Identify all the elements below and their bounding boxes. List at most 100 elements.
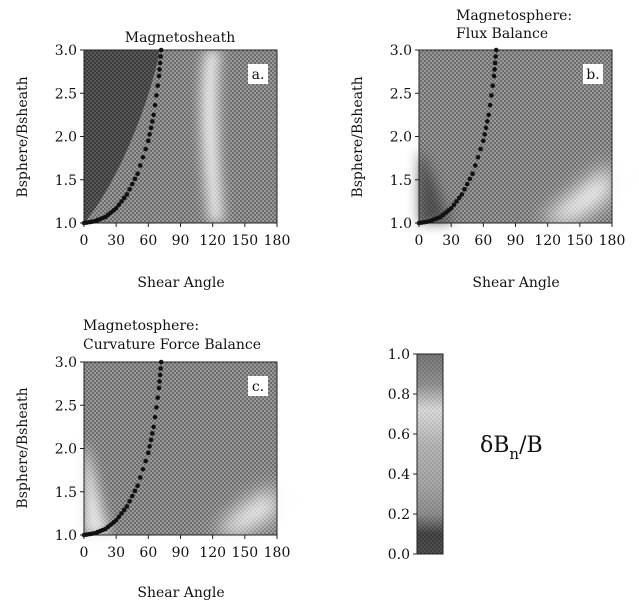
panel-a-y-tick-label: 1.0 — [55, 216, 77, 232]
panel-b-curve-dot — [454, 199, 459, 204]
panel-a-curve-dot — [148, 125, 154, 131]
panel-c-x-tick-label: 60 — [139, 545, 157, 561]
panel-c-y-label: Bsphere/Bsheath — [15, 387, 31, 508]
panel-c-x-label: Shear Angle — [137, 585, 224, 601]
panel-b-curve-dot — [467, 176, 473, 182]
panel-c-curve-dot — [157, 379, 162, 384]
panel-b-curve-dot — [448, 205, 454, 211]
panel-a-dark-region — [84, 50, 160, 223]
panel-b-dot-series — [416, 47, 499, 226]
panel-c-curve-dot — [116, 514, 122, 520]
panel-b-curve-dot — [481, 138, 486, 144]
panel-a-x-tick-label: 0 — [80, 233, 89, 249]
panel-a-curve-dot — [113, 205, 119, 211]
panel-c-curve-dot — [155, 395, 161, 400]
panel-b-curve-dot — [456, 195, 462, 201]
panel-c-left-bright-edge — [84, 440, 110, 535]
panel-a-curve-dot — [146, 138, 151, 144]
colorbar-tick-label: 0.2 — [388, 507, 410, 523]
panel-b-tag-box — [583, 64, 603, 84]
panel-a-curve-dot — [143, 146, 148, 152]
panel-c-curve-dot — [113, 517, 119, 523]
panel-a-curve-dot — [116, 202, 122, 208]
panel-a-x-ticks: 0 30 60 90 120 150 180 — [80, 223, 291, 249]
panel-b-x-tick-label: 30 — [442, 233, 460, 249]
panel-c-y-tick-label: 2.5 — [55, 398, 77, 414]
panel-b-curve-dot — [493, 47, 499, 53]
panel-a-curve-dot — [157, 67, 162, 72]
panel-c-curve-dot — [121, 507, 127, 513]
panel-c-curve-dot — [127, 498, 132, 504]
panel-a-x-tick-label: 30 — [107, 233, 125, 249]
panel-c-curve-dot — [157, 372, 163, 378]
panel-c-y-tick-label: 1.0 — [55, 528, 77, 544]
panel-c-dot-series — [81, 359, 164, 538]
panel-c-x-tick-label: 180 — [264, 545, 291, 561]
panel-b-curve-dot — [483, 125, 489, 131]
panel-c-x-tick-label: 120 — [199, 545, 226, 561]
panel-b: Magnetosphere: Flux Balance b. 0 30 60 90 12… — [350, 8, 625, 291]
panel-c-curve-dot — [156, 385, 162, 391]
panel-a-y-tick-label: 2.5 — [55, 86, 77, 102]
panel-c-curve-dot — [158, 359, 164, 365]
colorbar-ticks: 0.0 0.2 0.4 0.6 0.8 1.0 — [388, 347, 417, 563]
colorbar: 0.0 0.2 0.4 0.6 0.8 1.0 δBn/B — [388, 347, 543, 563]
panel-a-curve-dot — [150, 119, 155, 124]
panel-a-curve-dot — [137, 163, 143, 168]
panel-b-plot-area: b. — [416, 47, 613, 226]
panel-a-curve-dot — [156, 73, 162, 79]
panel-a-y-ticks: 1.0 1.5 2.0 2.5 3.0 — [55, 43, 84, 232]
panel-c-x-tick-label: 150 — [231, 545, 258, 561]
panel-b-y-label: Bsphere/Bsheath — [350, 76, 366, 197]
panel-b-tag: b. — [586, 67, 599, 83]
panel-c-bright-region — [215, 488, 277, 535]
panel-a-x-tick-label: 180 — [264, 233, 291, 249]
panel-a-curve-dot — [129, 181, 135, 187]
panel-b-title-line-1: Magnetosphere: — [456, 8, 572, 24]
panel-c-curve-dot — [143, 458, 148, 464]
panel-b-curve-dot — [493, 54, 498, 59]
panel-a-curve-dot — [127, 186, 132, 192]
panel-b-curve-dot — [472, 163, 478, 168]
panel-a-curve-dot — [140, 154, 146, 160]
panel-b-curve-dot — [486, 112, 491, 118]
colorbar-tick-label: 0.8 — [388, 387, 410, 403]
panel-a-curve-dot — [158, 54, 163, 59]
colorbar-tick-label: 0.4 — [388, 467, 410, 483]
panel-a-curve-dot — [157, 60, 163, 66]
panel-c-curve-dot — [137, 475, 143, 480]
panel-b-curve-dot — [492, 67, 497, 72]
panel-a-tag: a. — [252, 67, 265, 83]
panel-b-curve-dot — [490, 83, 496, 88]
colorbar-label-tail: /B — [519, 433, 543, 458]
panel-a-x-tick-label: 60 — [139, 233, 157, 249]
panel-b-y-tick-label: 2.0 — [390, 130, 412, 146]
panel-a-x-tick-label: 150 — [231, 233, 258, 249]
colorbar-tick-label: 1.0 — [388, 347, 410, 363]
panel-b-curve-dot — [451, 202, 457, 208]
panel-a-x-label: Shear Angle — [137, 275, 224, 291]
panel-c-curve-dot — [140, 466, 146, 472]
panel-c-curve-dot — [152, 414, 158, 420]
panel-b-title-line-2: Flux Balance — [456, 26, 548, 42]
panel-a-curve-dot — [158, 47, 164, 53]
panel-a-title: Magnetosheath — [125, 30, 235, 46]
panel-b-curve-dot — [475, 154, 481, 160]
panel-b-x-tick-label: 60 — [474, 233, 492, 249]
panel-c: Magnetosphere: Curvature Force Balance c… — [15, 318, 290, 601]
panel-b-y-ticks: 1.0 1.5 2.0 2.5 3.0 — [390, 43, 419, 232]
panel-c-curve-dot — [132, 488, 138, 494]
panel-a-curve-dot — [124, 192, 130, 197]
panel-b-curve-dot — [470, 171, 475, 176]
panel-a-curve-dot — [119, 199, 124, 204]
panel-a-y-tick-label: 3.0 — [55, 43, 77, 59]
panel-a-dot-series — [81, 47, 164, 226]
panel-a-curve-dot — [135, 171, 140, 176]
panel-a: Magnetosheath a. 0 30 60 90 120 150 180 1.0 1.5… — [15, 30, 290, 291]
panel-c-x-tick-label: 30 — [107, 545, 125, 561]
panel-c-curve-dot — [150, 431, 155, 436]
colorbar-frame — [416, 353, 444, 555]
colorbar-tick-label: 0.6 — [388, 427, 410, 443]
panel-a-curve-dot — [121, 195, 127, 201]
